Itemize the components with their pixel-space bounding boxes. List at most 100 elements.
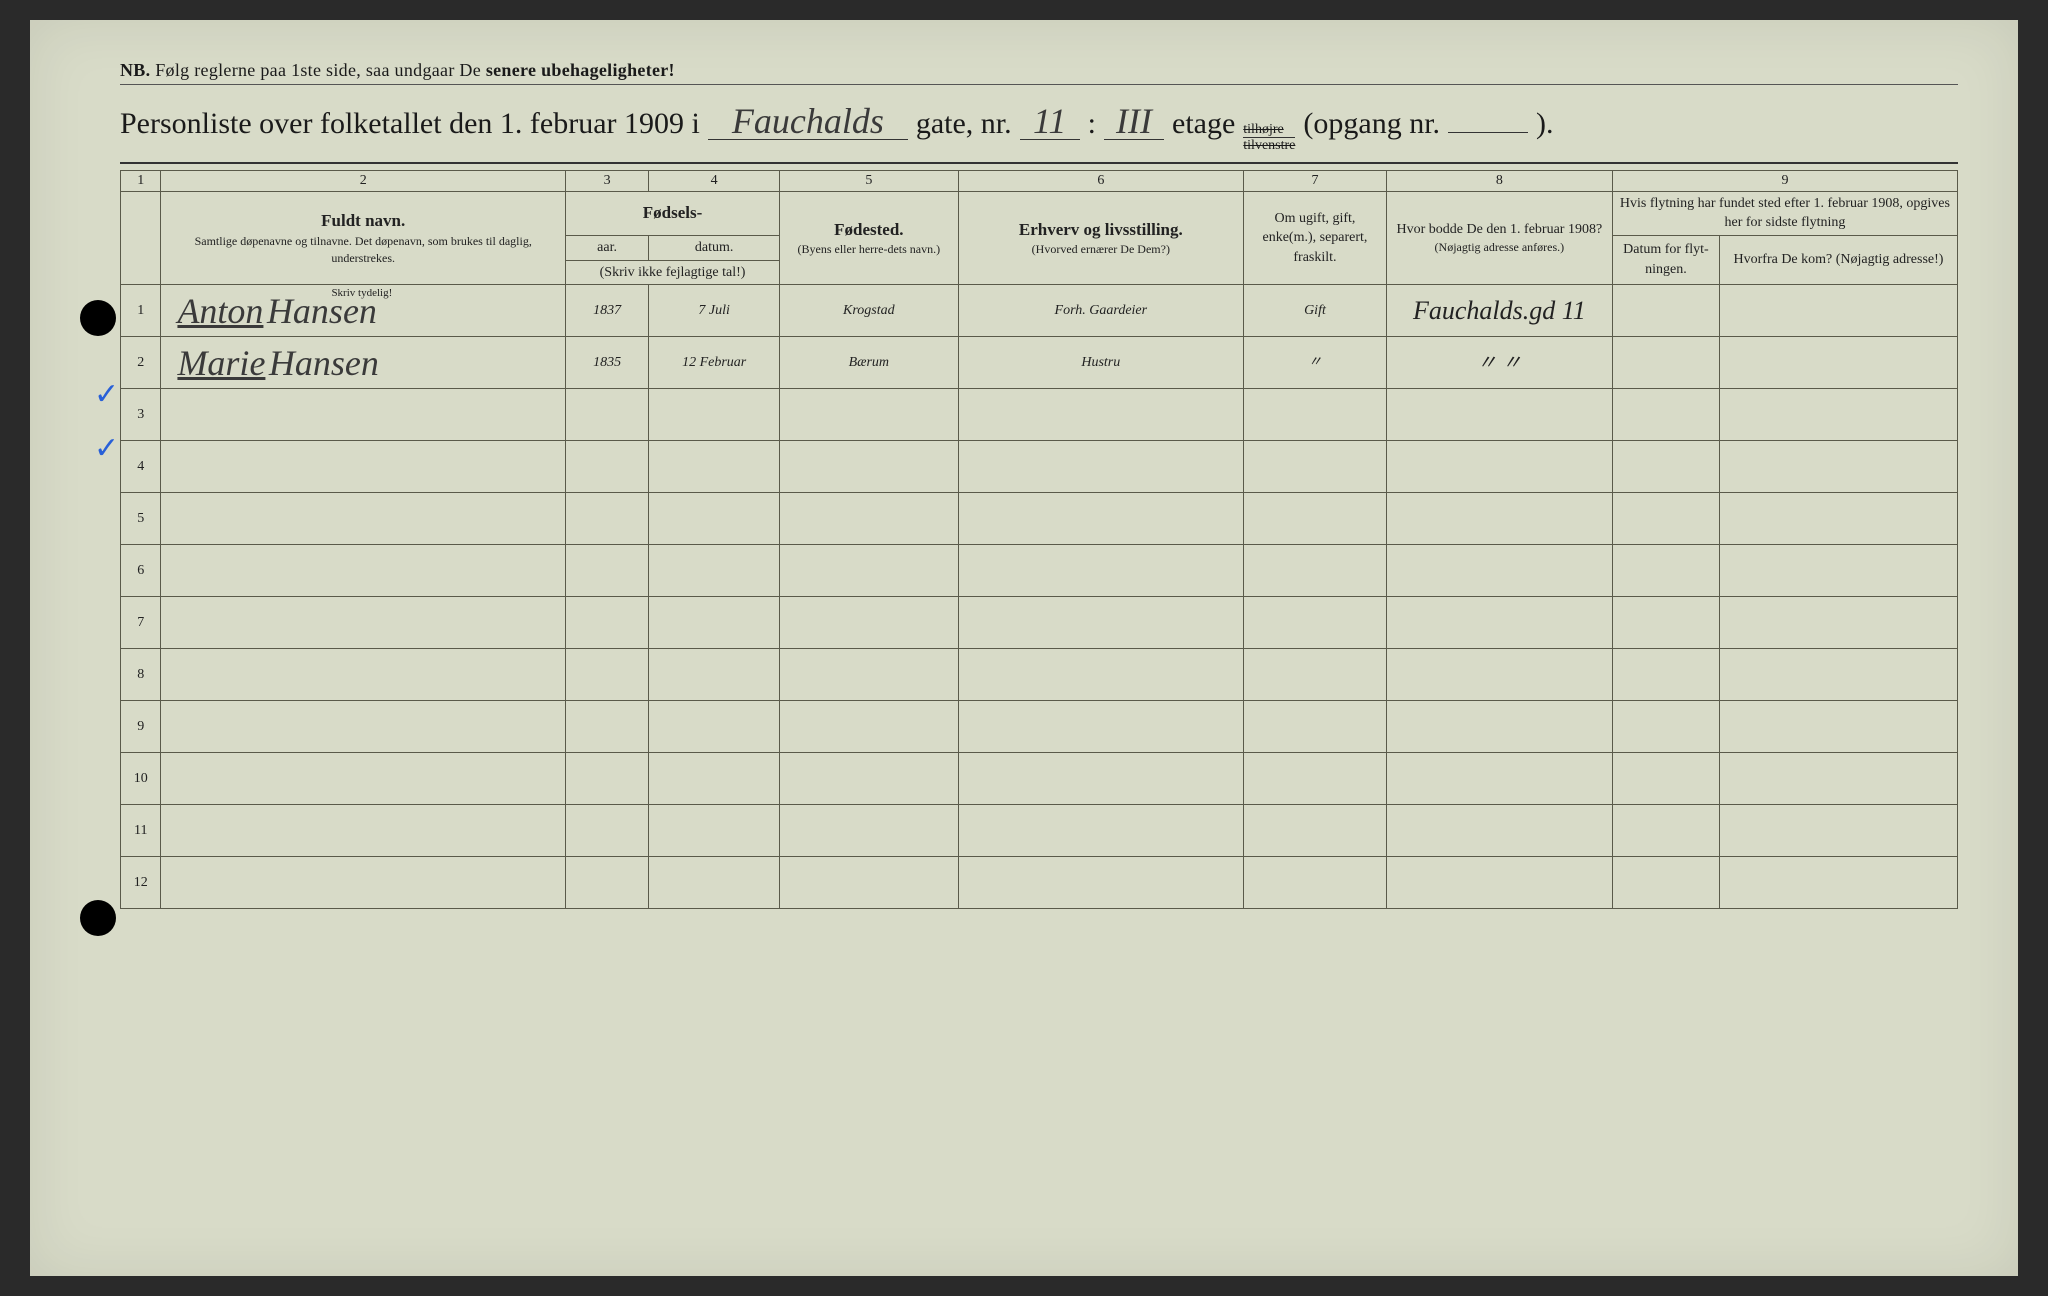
cell-move-from — [1719, 285, 1957, 337]
opgang-value — [1448, 132, 1528, 133]
colnum-8: 8 — [1386, 170, 1612, 191]
cell-name: Skriv tydelig! Anton Hansen — [161, 285, 566, 337]
hdr-rownum — [121, 191, 161, 284]
cell-empty — [1719, 389, 1957, 441]
cell-marital: Gift — [1244, 285, 1387, 337]
table-row-empty: 4 — [121, 441, 1958, 493]
cell-name: Marie Hansen — [161, 337, 566, 389]
cell-empty — [565, 805, 648, 857]
cell-empty — [161, 441, 566, 493]
fraction-top: tilhøjre — [1243, 122, 1295, 138]
cell-empty — [780, 857, 958, 909]
table-header: 1 2 3 4 5 6 7 8 9 Fuldt navn. Samtlige d… — [121, 170, 1958, 284]
cell-empty — [1612, 597, 1719, 649]
cell-empty — [958, 701, 1244, 753]
table-row-empty: 9 — [121, 701, 1958, 753]
cell-empty — [161, 493, 566, 545]
cell-marital: 〃 — [1244, 337, 1387, 389]
hdr-occupation: Erhverv og livsstilling. (Hvorved ernære… — [958, 191, 1244, 284]
cell-empty — [649, 753, 780, 805]
hdr-move-group: Hvis flytning har fundet sted efter 1. f… — [1612, 191, 1957, 235]
cell-empty — [649, 441, 780, 493]
cell-empty — [780, 805, 958, 857]
cell-empty — [1244, 701, 1387, 753]
row-number: 5 — [121, 493, 161, 545]
hdr-move-from: Hvorfra De kom? (Nøjagtig adresse!) — [1719, 235, 1957, 284]
hdr-birth-label: Fødsels- — [643, 203, 703, 222]
cell-empty — [161, 701, 566, 753]
hdr-addr1908-main: Hvor bodde De den 1. februar 1908? — [1391, 220, 1608, 240]
cell-addr1908: Fauchalds.gd 11 — [1386, 285, 1612, 337]
hdr-date: datum. — [649, 235, 780, 260]
first-name-handwritten: Anton — [177, 291, 263, 331]
cell-empty — [1612, 545, 1719, 597]
checkmark-icon: ✓ — [94, 431, 119, 466]
cell-empty — [1719, 545, 1957, 597]
hdr-birthplace: Fødested. (Byens eller herre-dets navn.) — [780, 191, 958, 284]
table-row-empty: 7 — [121, 597, 1958, 649]
row-number: 1 — [121, 285, 161, 337]
hdr-name-main: Fuldt navn. — [165, 209, 561, 233]
cell-empty — [1612, 857, 1719, 909]
cell-empty — [565, 857, 648, 909]
cell-empty — [649, 545, 780, 597]
cell-empty — [161, 597, 566, 649]
cell-empty — [1612, 389, 1719, 441]
cell-empty — [958, 389, 1244, 441]
cell-empty — [1244, 753, 1387, 805]
cell-empty — [1386, 805, 1612, 857]
cell-empty — [958, 493, 1244, 545]
cell-empty — [161, 545, 566, 597]
cell-empty — [1719, 753, 1957, 805]
table-row: 1 Skriv tydelig! Anton Hansen 1837 7 Jul… — [121, 285, 1958, 337]
cell-empty — [958, 805, 1244, 857]
colnum-2: 2 — [161, 170, 566, 191]
cell-empty — [1244, 389, 1387, 441]
cell-occupation: Forh. Gaardeier — [958, 285, 1244, 337]
colnum-4: 4 — [649, 170, 780, 191]
cell-empty — [565, 441, 648, 493]
punch-hole — [80, 300, 116, 336]
cell-empty — [161, 857, 566, 909]
table-row-empty: 5 — [121, 493, 1958, 545]
cell-empty — [1612, 493, 1719, 545]
table-row-empty: 12 — [121, 857, 1958, 909]
cell-empty — [1719, 493, 1957, 545]
floor-handwritten: III — [1104, 103, 1164, 140]
cell-empty — [1386, 597, 1612, 649]
hdr-move-date: Datum for flyt-ningen. — [1612, 235, 1719, 284]
header-row-1: Fuldt navn. Samtlige døpenavne og tilnav… — [121, 191, 1958, 235]
cell-empty — [161, 753, 566, 805]
row-number: 12 — [121, 857, 161, 909]
census-form-page: NB. Følg reglerne paa 1ste side, saa und… — [30, 20, 2018, 1276]
house-number-handwritten: 11 — [1020, 103, 1080, 140]
cell-empty — [780, 649, 958, 701]
cell-empty — [565, 389, 648, 441]
colnum-3: 3 — [565, 170, 648, 191]
cell-empty — [1719, 441, 1957, 493]
cell-empty — [649, 805, 780, 857]
hdr-addr1908: Hvor bodde De den 1. februar 1908? (Nøja… — [1386, 191, 1612, 284]
cell-birthplace: Krogstad — [780, 285, 958, 337]
cell-empty — [1719, 701, 1957, 753]
first-name-handwritten: Marie — [177, 343, 265, 383]
cell-empty — [1244, 493, 1387, 545]
write-clearly-note: Skriv tydelig! — [331, 287, 392, 299]
opgang-label: (opgang nr. — [1303, 107, 1440, 141]
cell-empty — [958, 545, 1244, 597]
cell-empty — [565, 545, 648, 597]
table-row-empty: 6 — [121, 545, 1958, 597]
hdr-occupation-sub: (Hvorved ernærer De Dem?) — [963, 241, 1240, 258]
cell-empty — [1719, 597, 1957, 649]
hdr-year: aar. — [565, 235, 648, 260]
cell-birthplace: Bærum — [780, 337, 958, 389]
hdr-birthplace-sub: (Byens eller herre-dets navn.) — [784, 241, 953, 258]
cell-empty — [1244, 441, 1387, 493]
cell-empty — [958, 597, 1244, 649]
cell-empty — [1386, 441, 1612, 493]
side-fraction: tilhøjre tilvenstre — [1243, 122, 1295, 154]
title-close: ). — [1536, 107, 1554, 141]
cell-empty — [958, 649, 1244, 701]
row-number: 10 — [121, 753, 161, 805]
form-title: Personliste over folketallet den 1. febr… — [120, 103, 1958, 164]
